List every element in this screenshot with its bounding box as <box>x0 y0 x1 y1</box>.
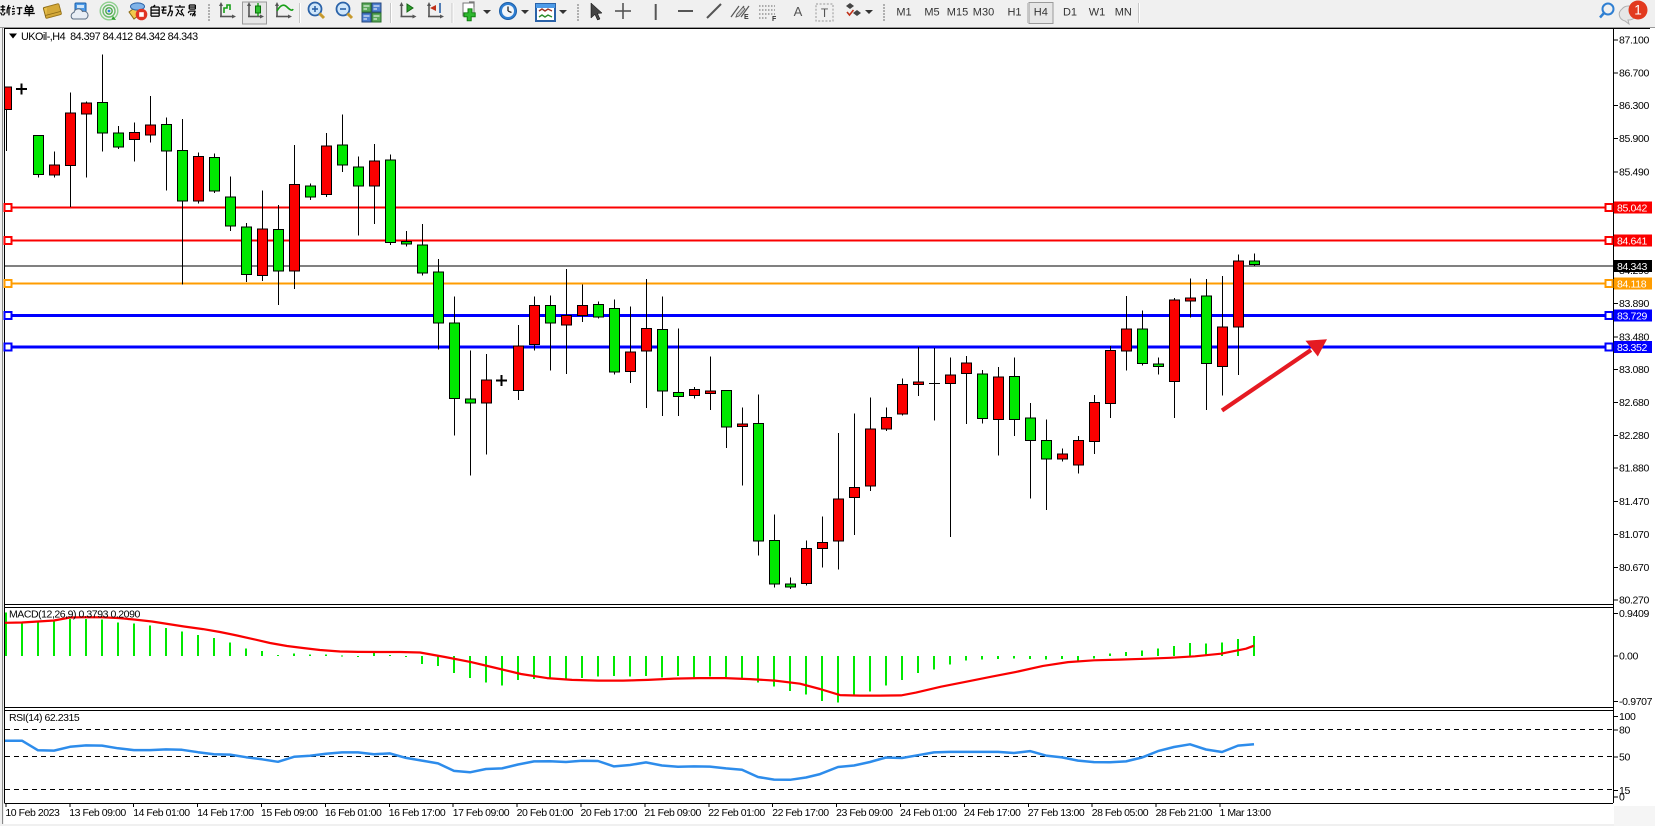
svg-text:86.700: 86.700 <box>1619 67 1650 79</box>
svg-text:23 Feb 09:00: 23 Feb 09:00 <box>836 807 893 819</box>
svg-text:81.470: 81.470 <box>1619 496 1650 508</box>
svg-text:24 Feb 17:00: 24 Feb 17:00 <box>964 807 1021 819</box>
svg-text:F: F <box>772 16 777 23</box>
svg-text:-0.9707: -0.9707 <box>1619 696 1653 708</box>
svg-text:21 Feb 09:00: 21 Feb 09:00 <box>644 807 701 819</box>
svg-text:15: 15 <box>1619 785 1630 797</box>
svg-text:100: 100 <box>1619 711 1636 723</box>
svg-text:D1: D1 <box>1063 7 1077 19</box>
svg-text:E: E <box>744 14 749 21</box>
svg-text:80.270: 80.270 <box>1619 595 1650 607</box>
svg-text:83.352: 83.352 <box>1617 342 1648 354</box>
svg-text:0.00: 0.00 <box>1619 651 1639 663</box>
svg-text:14 Feb 17:00: 14 Feb 17:00 <box>197 807 254 819</box>
svg-text:20 Feb 01:00: 20 Feb 01:00 <box>517 807 574 819</box>
svg-text:84.118: 84.118 <box>1617 279 1647 291</box>
svg-text:16 Feb 01:00: 16 Feb 01:00 <box>325 807 382 819</box>
svg-text:16 Feb 17:00: 16 Feb 17:00 <box>389 807 446 819</box>
svg-text:20 Feb 17:00: 20 Feb 17:00 <box>581 807 638 819</box>
svg-text:84.343: 84.343 <box>1617 261 1648 273</box>
svg-text:85.042: 85.042 <box>1617 203 1648 215</box>
svg-text:0: 0 <box>1619 792 1625 804</box>
svg-text:83.890: 83.890 <box>1619 298 1650 310</box>
svg-text:T: T <box>821 6 829 20</box>
svg-text:0.9409: 0.9409 <box>1619 608 1650 620</box>
svg-text:83.480: 83.480 <box>1619 331 1650 343</box>
svg-text:22 Feb 01:00: 22 Feb 01:00 <box>708 807 765 819</box>
svg-text:13 Feb 09:00: 13 Feb 09:00 <box>69 807 126 819</box>
svg-text:H1: H1 <box>1007 7 1021 19</box>
svg-text:A: A <box>794 4 803 19</box>
svg-text:83.080: 83.080 <box>1619 364 1650 376</box>
svg-text:84.641: 84.641 <box>1617 235 1648 247</box>
svg-text:80.670: 80.670 <box>1619 562 1650 574</box>
svg-text:1: 1 <box>1634 3 1642 18</box>
svg-text:80: 80 <box>1619 725 1630 737</box>
svg-text:M15: M15 <box>947 7 968 19</box>
svg-text:M30: M30 <box>973 7 994 19</box>
svg-text:MN: MN <box>1115 7 1132 19</box>
svg-text:H4: H4 <box>1034 7 1048 19</box>
svg-text:81.070: 81.070 <box>1619 529 1650 541</box>
svg-text:14 Feb 01:00: 14 Feb 01:00 <box>133 807 190 819</box>
svg-text:24 Feb 01:00: 24 Feb 01:00 <box>900 807 957 819</box>
svg-text:81.880: 81.880 <box>1619 463 1650 475</box>
svg-text:82.680: 82.680 <box>1619 397 1650 409</box>
svg-text:10 Feb 2023: 10 Feb 2023 <box>5 807 60 819</box>
svg-text:85.490: 85.490 <box>1619 167 1650 179</box>
svg-text:MACD(12,26,9) 0.3793 0.2090: MACD(12,26,9) 0.3793 0.2090 <box>9 609 140 621</box>
svg-text:W1: W1 <box>1089 7 1106 19</box>
svg-text:83.729: 83.729 <box>1617 310 1648 322</box>
svg-text:50: 50 <box>1619 751 1630 763</box>
svg-text:27 Feb 13:00: 27 Feb 13:00 <box>1028 807 1085 819</box>
svg-text:87.100: 87.100 <box>1619 35 1650 47</box>
svg-text:82.280: 82.280 <box>1619 430 1650 442</box>
svg-text:M5: M5 <box>924 7 939 19</box>
svg-text:UKOil-,H4 84.397 84.412 84.34: UKOil-,H4 84.397 84.412 84.342 84.343 <box>21 31 198 43</box>
svg-text:17 Feb 09:00: 17 Feb 09:00 <box>453 807 510 819</box>
svg-text:22 Feb 17:00: 22 Feb 17:00 <box>772 807 829 819</box>
svg-text:85.900: 85.900 <box>1619 133 1650 145</box>
svg-text:86.300: 86.300 <box>1619 100 1650 112</box>
svg-text:M1: M1 <box>896 7 911 19</box>
svg-text:15 Feb 09:00: 15 Feb 09:00 <box>261 807 318 819</box>
svg-text:28 Feb 05:00: 28 Feb 05:00 <box>1092 807 1149 819</box>
svg-text:RSI(14) 62.2315: RSI(14) 62.2315 <box>9 712 80 724</box>
svg-text:28 Feb 21:00: 28 Feb 21:00 <box>1156 807 1213 819</box>
svg-text:1 Mar 13:00: 1 Mar 13:00 <box>1220 807 1272 819</box>
